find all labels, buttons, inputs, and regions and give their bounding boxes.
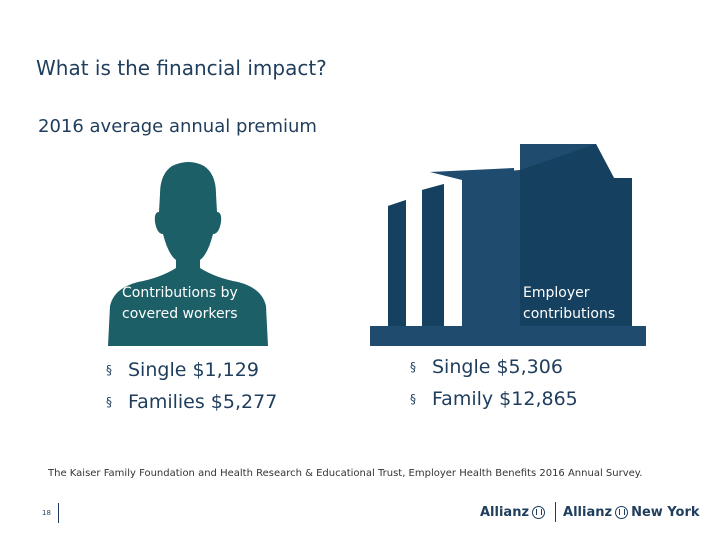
- bullet-marker: §: [410, 392, 416, 406]
- slide-title: What is the financial impact?: [36, 56, 327, 80]
- list-item: § Single $1,129: [106, 354, 277, 386]
- workers-single-value: Single $1,129: [128, 359, 259, 381]
- employer-label-line2: contributions: [523, 306, 616, 322]
- bullet-marker: §: [106, 395, 112, 409]
- workers-bullet-list: § Single $1,129 § Families $5,277: [106, 354, 277, 418]
- page-number-divider: [58, 503, 59, 523]
- workers-label-line1: Contributions by: [122, 285, 238, 301]
- allianz-logo-text: Allianz: [480, 504, 530, 520]
- bullet-marker: §: [106, 363, 112, 377]
- workers-contribution-label: Contributions by covered workers: [122, 283, 262, 325]
- list-item: § Family $12,865: [410, 383, 578, 415]
- logo-divider: [555, 502, 557, 522]
- person-silhouette-icon: [108, 162, 268, 346]
- list-item: § Families $5,277: [106, 386, 277, 418]
- source-citation: The Kaiser Family Foundation and Health …: [48, 468, 643, 479]
- footer-logos: Allianz Allianz New York: [480, 502, 700, 522]
- workers-label-line2: covered workers: [122, 306, 238, 322]
- allianz-ny-suffix: New York: [631, 504, 700, 520]
- bullet-marker: §: [410, 360, 416, 374]
- allianz-eagle-icon: [532, 505, 546, 519]
- list-item: § Single $5,306: [410, 351, 578, 383]
- employer-family-value: Family $12,865: [432, 388, 578, 410]
- allianz-eagle-icon: [615, 505, 629, 519]
- employer-single-value: Single $5,306: [432, 356, 563, 378]
- slide-subtitle: 2016 average annual premium: [38, 116, 317, 137]
- employer-label-line1: Employer: [523, 285, 590, 301]
- employer-contribution-label: Employer contributions: [523, 283, 633, 325]
- workers-family-value: Families $5,277: [128, 391, 278, 413]
- office-building-icon: [370, 144, 646, 346]
- allianz-ny-logo-text: Allianz: [563, 504, 613, 520]
- page-number: 18: [42, 509, 51, 517]
- employer-bullet-list: § Single $5,306 § Family $12,865: [410, 351, 578, 415]
